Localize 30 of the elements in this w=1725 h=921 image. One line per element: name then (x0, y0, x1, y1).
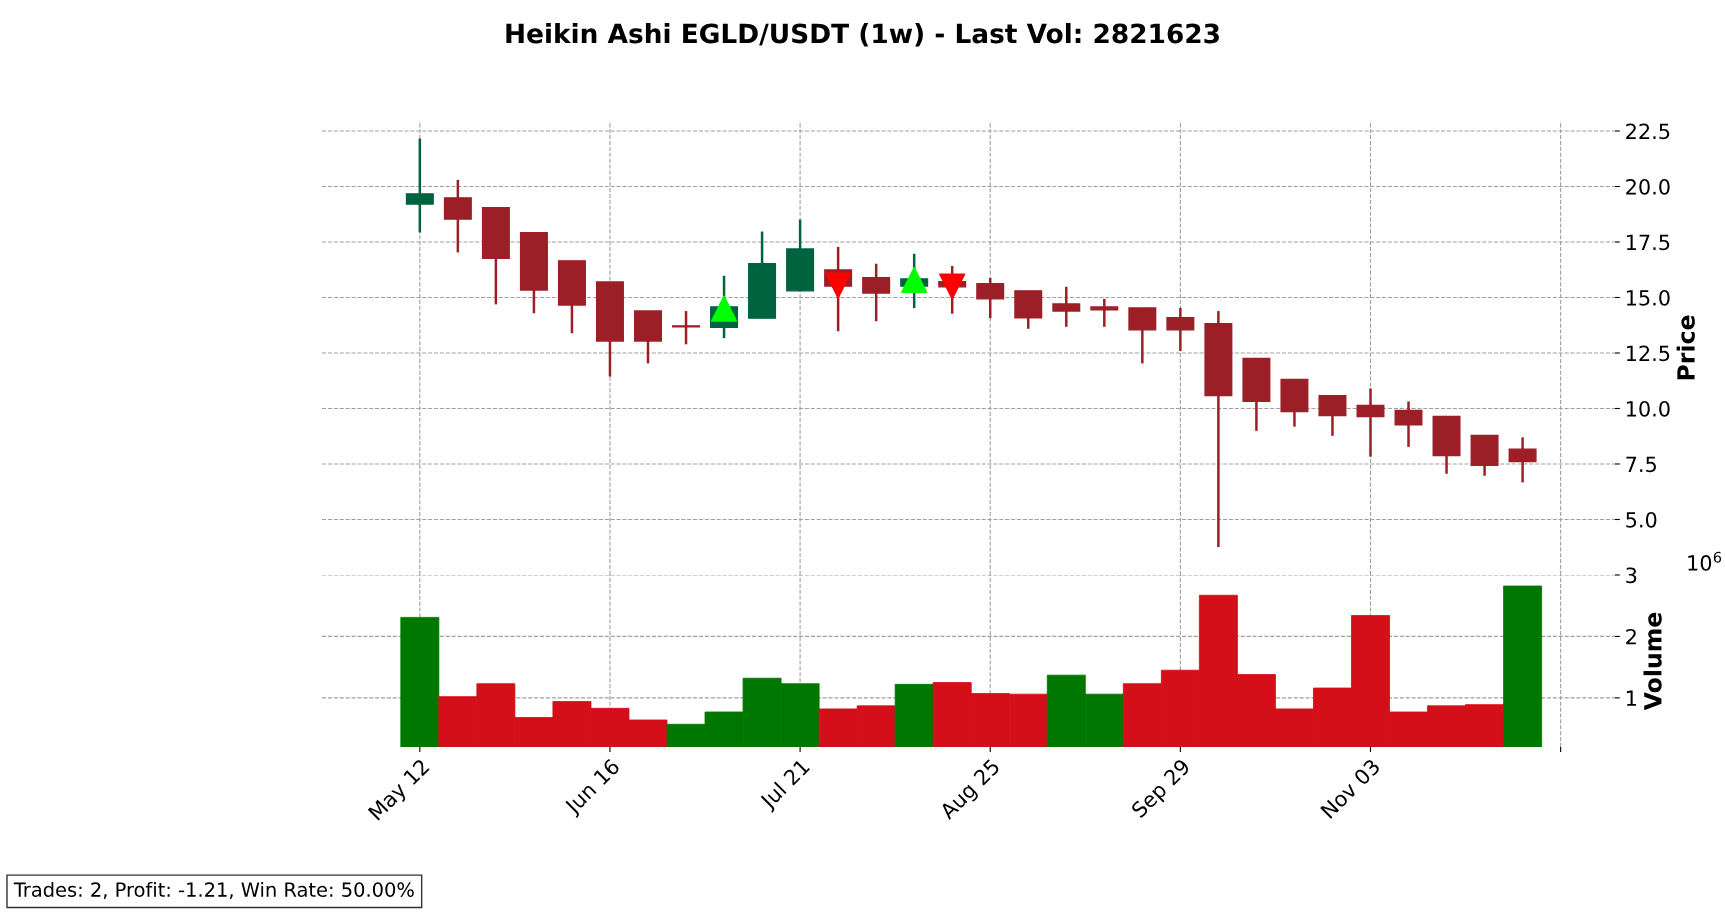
y-tick-label: 5.0 (1626, 511, 1657, 528)
y-axis-title: Price (1676, 315, 1695, 380)
text: 10$^{6}$ (1688, 551, 1722, 571)
y-tick-label: 12.5 (1626, 345, 1670, 362)
chart-title: Heikin Ashi EGLD/USDT (1w) - Last Vol: 2821623 (506, 23, 1219, 47)
candlestick (1356, 387, 1385, 458)
candlestick (1090, 297, 1119, 329)
point (710, 295, 738, 322)
candlestick (405, 137, 434, 234)
candlestick (672, 309, 701, 346)
y-tick-label: 17.5 (1626, 234, 1670, 251)
y-axis-title: Volume (1643, 612, 1662, 711)
x-tick-label: Sep 29 (1130, 758, 1194, 822)
y-tick-label: 10.0 (1626, 400, 1670, 417)
x-tick-label: Jun 16 (563, 757, 624, 819)
text: Trades: 2, Profit: -1.21, Win Rate: 50.00% (13, 881, 414, 899)
candlestick (1052, 285, 1081, 329)
y-tick-label: 22.5 (1626, 123, 1670, 140)
y-tick-label: 3 (1626, 567, 1637, 584)
x-tick-label: Nov 03 (1320, 758, 1381, 819)
point (939, 273, 966, 300)
y-tick-label: 7.5 (1626, 456, 1656, 473)
x-tick-label: Aug 25 (938, 758, 1004, 824)
point (901, 266, 928, 294)
y-tick-label: 15.0 (1626, 289, 1670, 306)
y-tick-label: 1 (1626, 690, 1636, 706)
y-tick-label: 20.0 (1626, 178, 1670, 195)
y-tick-label: 2 (1626, 628, 1636, 645)
point (825, 272, 852, 299)
x-tick-label: Jul 21 (758, 758, 813, 813)
